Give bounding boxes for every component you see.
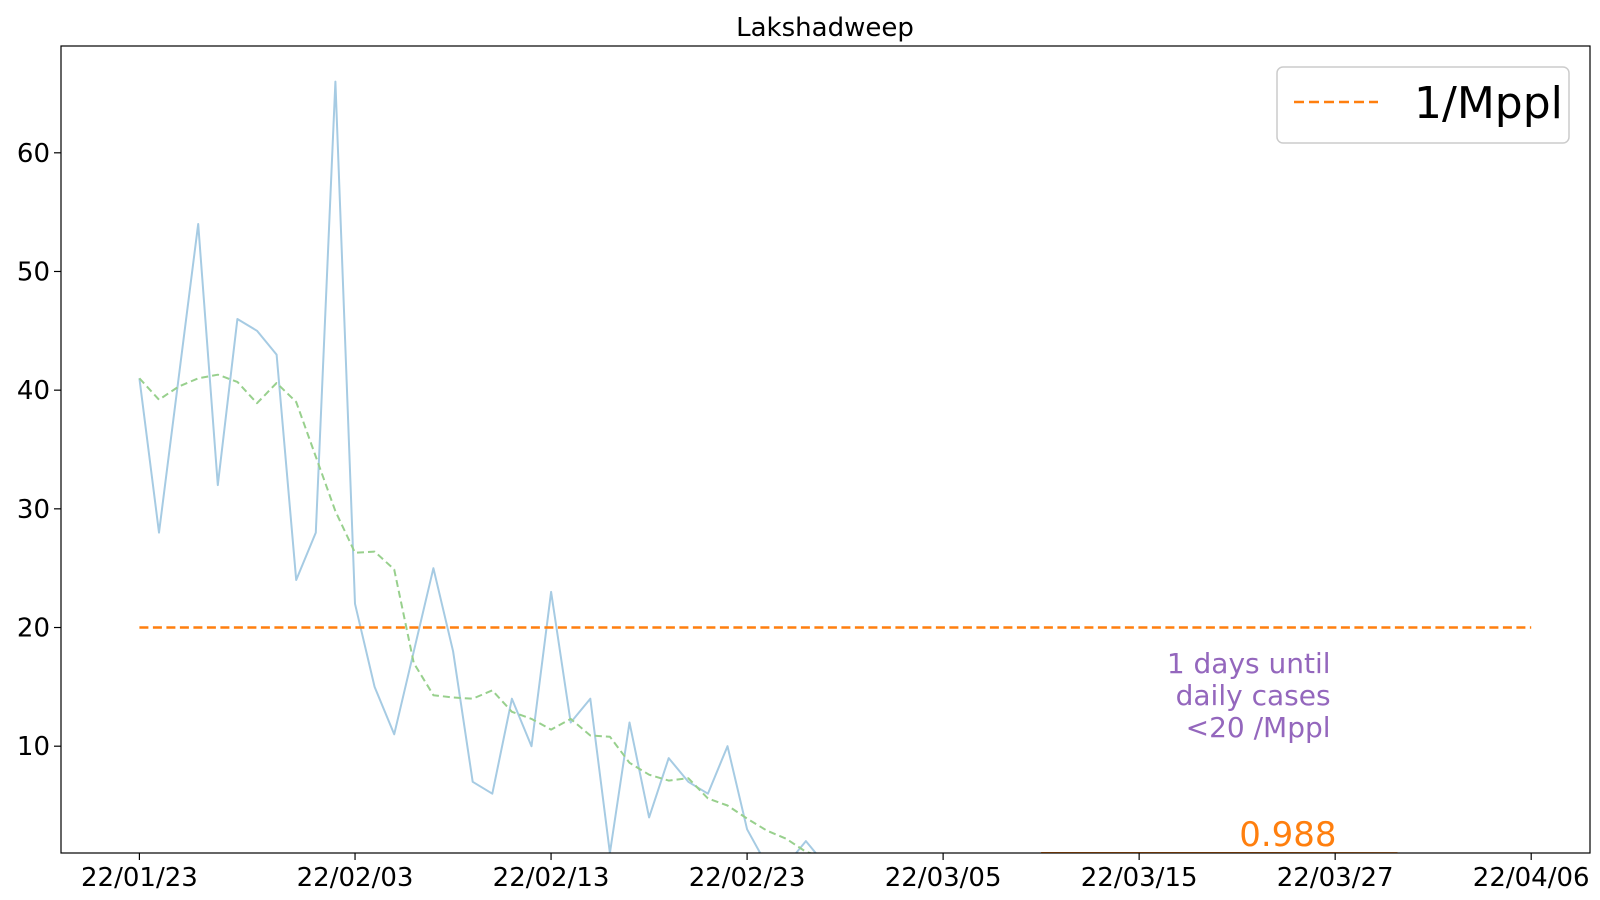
days-until-annotation-line: daily cases [1176, 679, 1331, 712]
y-axis: 10 20 30 40 50 60 [17, 139, 61, 762]
days-until-annotation-line: 1 days until [1167, 647, 1331, 680]
y-tick-label: 10 [17, 732, 50, 762]
days-until-annotation-line: <20 /Mppl [1186, 711, 1331, 744]
x-tick-label: 22/03/05 [885, 863, 1002, 893]
plot-frame [60, 45, 1591, 854]
y-tick-label: 40 [17, 376, 50, 406]
x-tick-label: 22/02/13 [493, 863, 610, 893]
y-tick-label: 50 [17, 257, 50, 287]
y-tick-label: 60 [17, 139, 50, 169]
x-tick-label: 22/02/03 [297, 863, 414, 893]
projection-value-label: 0.988 [1239, 815, 1336, 855]
x-tick-label: 22/01/23 [81, 863, 198, 893]
y-tick-label: 30 [17, 495, 50, 525]
rolling-average-line [138, 373, 814, 853]
x-axis: 22/01/23 22/02/03 22/02/13 22/02/23 22/03/05… [81, 853, 1590, 893]
daily-cases-line [138, 80, 817, 853]
y-tick-label: 20 [17, 614, 50, 644]
legend-label-1mppl: 1/Mppl [1414, 78, 1563, 129]
x-tick-label: 22/04/06 [1473, 863, 1590, 893]
legend: 1/Mppl [1276, 66, 1570, 144]
legend-frame [1276, 66, 1570, 144]
series-layer [138, 80, 1532, 853]
chart-title: Lakshadweep [736, 13, 914, 43]
x-tick-label: 22/02/23 [689, 863, 806, 893]
x-tick-label: 22/03/27 [1277, 863, 1394, 893]
x-tick-label: 22/03/15 [1081, 863, 1198, 893]
